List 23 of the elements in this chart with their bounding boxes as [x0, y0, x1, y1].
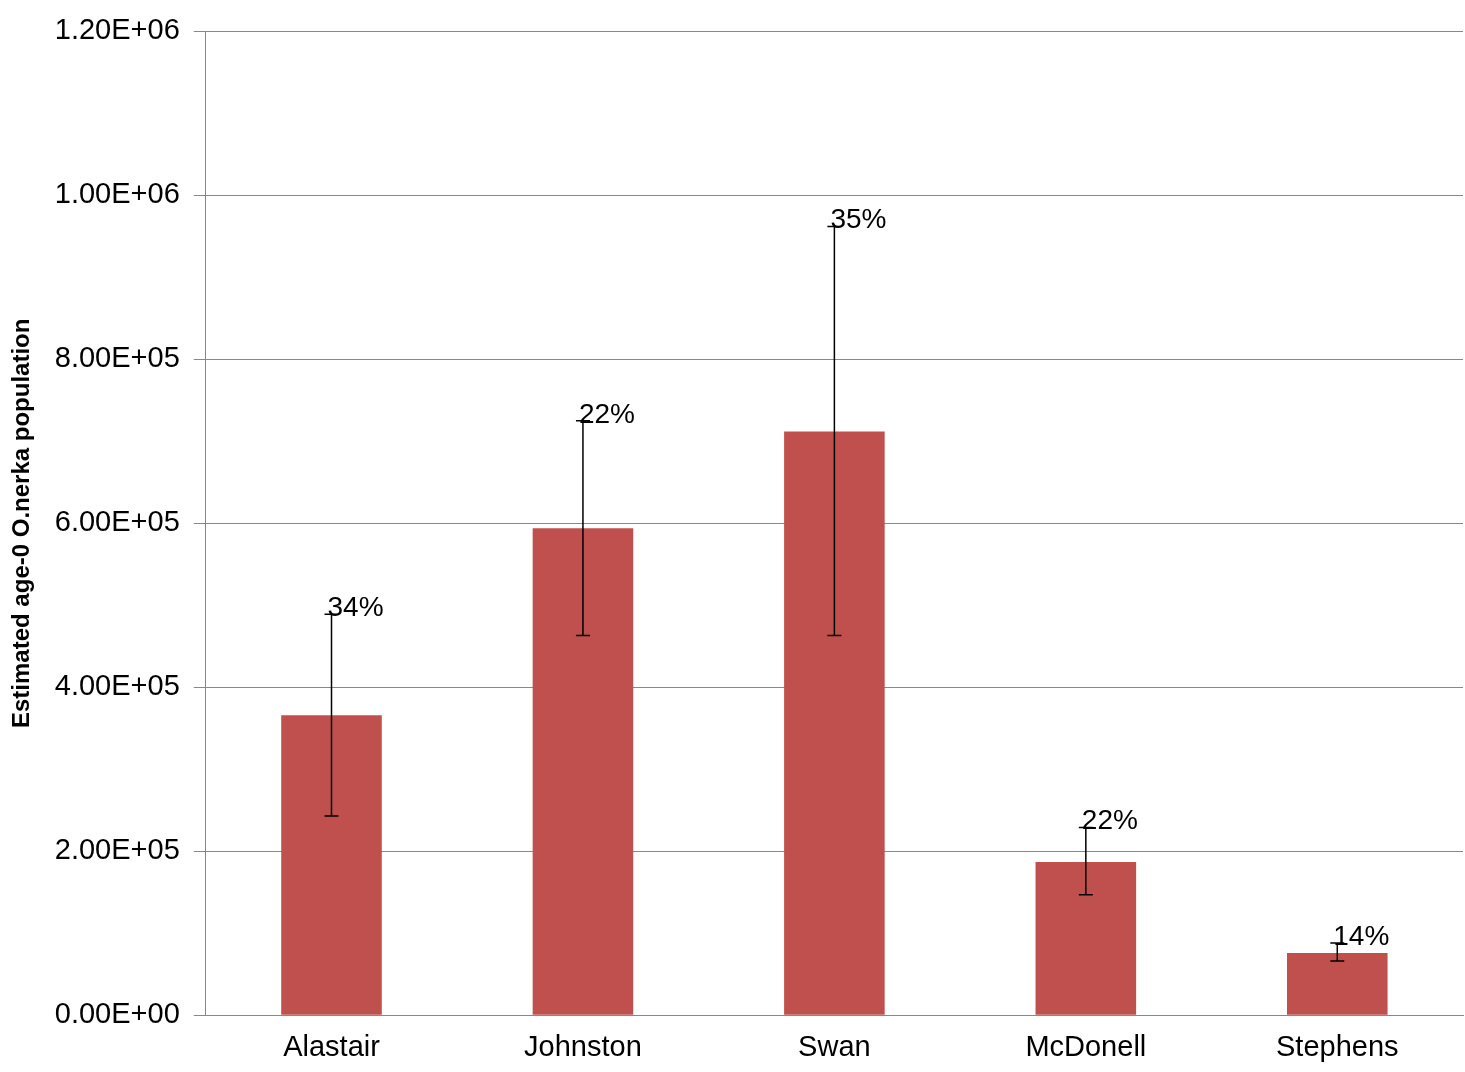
- x-tick-label: Swan: [798, 1029, 871, 1062]
- y-tick-label: 4.00E+05: [54, 669, 180, 702]
- y-tick-label: 1.20E+06: [54, 13, 180, 46]
- y-tick-label: 2.00E+05: [54, 833, 180, 866]
- annotation: 35%: [830, 203, 887, 235]
- bar: [1035, 861, 1137, 1015]
- y-tick-label: 6.00E+05: [54, 505, 180, 538]
- x-tick-label: Alastair: [283, 1029, 381, 1062]
- bar: [784, 431, 885, 1015]
- y-axis-title: Estimated age-0 O.nerka population: [7, 318, 35, 729]
- y-tick-label: 0.00E+00: [54, 997, 180, 1030]
- annotation: 22%: [578, 397, 635, 429]
- x-tick-label: Johnston: [524, 1029, 642, 1062]
- y-tick-label: 1.00E+06: [54, 177, 180, 210]
- bar: [532, 528, 634, 1015]
- annotation: 14%: [1333, 919, 1390, 951]
- bar: [1286, 952, 1388, 1015]
- x-tick-label: McDonell: [1025, 1029, 1147, 1062]
- y-tick-label: 8.00E+05: [54, 341, 180, 374]
- annotation: 22%: [1081, 804, 1138, 836]
- x-tick-label: Stephens: [1276, 1029, 1399, 1062]
- bar: [281, 715, 382, 1015]
- annotation: 34%: [327, 591, 384, 623]
